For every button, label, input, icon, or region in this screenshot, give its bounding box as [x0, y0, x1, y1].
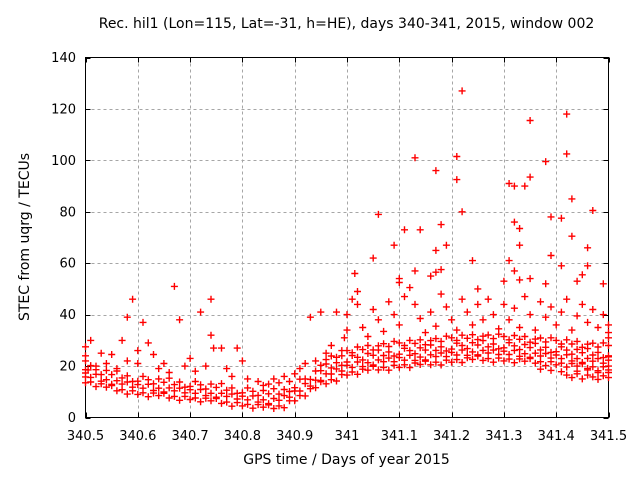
y-tick-label: 120: [51, 102, 76, 117]
y-tick-label: 20: [59, 360, 76, 375]
chart-title: Rec. hil1 (Lon=115, Lat=-31, h=HE), days…: [98, 16, 595, 32]
y-tick-label: 40: [59, 308, 76, 323]
data-points: [82, 87, 612, 412]
y-tick-label: 60: [59, 257, 76, 272]
x-tick-label: 340.6: [119, 429, 156, 444]
x-tick-label: 340.5: [67, 429, 104, 444]
x-tick-label: 341.5: [590, 429, 627, 444]
x-tick-label: 340.9: [276, 429, 313, 444]
x-tick-label: 341: [335, 429, 360, 444]
y-tick-label: 140: [51, 51, 76, 66]
x-tick-label: 340.7: [171, 429, 208, 444]
x-tick-label: 340.8: [224, 429, 261, 444]
y-tick-label: 80: [59, 205, 76, 220]
y-tick-label: 100: [51, 154, 76, 169]
x-axis-label: GPS time / Days of year 2015: [243, 452, 450, 468]
x-tick-label: 341.4: [538, 429, 575, 444]
x-tick-label: 341.1: [381, 429, 418, 444]
x-tick-label: 341.2: [433, 429, 470, 444]
plot-border: [85, 57, 609, 418]
x-tick-label: 341.3: [485, 429, 522, 444]
y-tick-label: 0: [68, 411, 76, 426]
